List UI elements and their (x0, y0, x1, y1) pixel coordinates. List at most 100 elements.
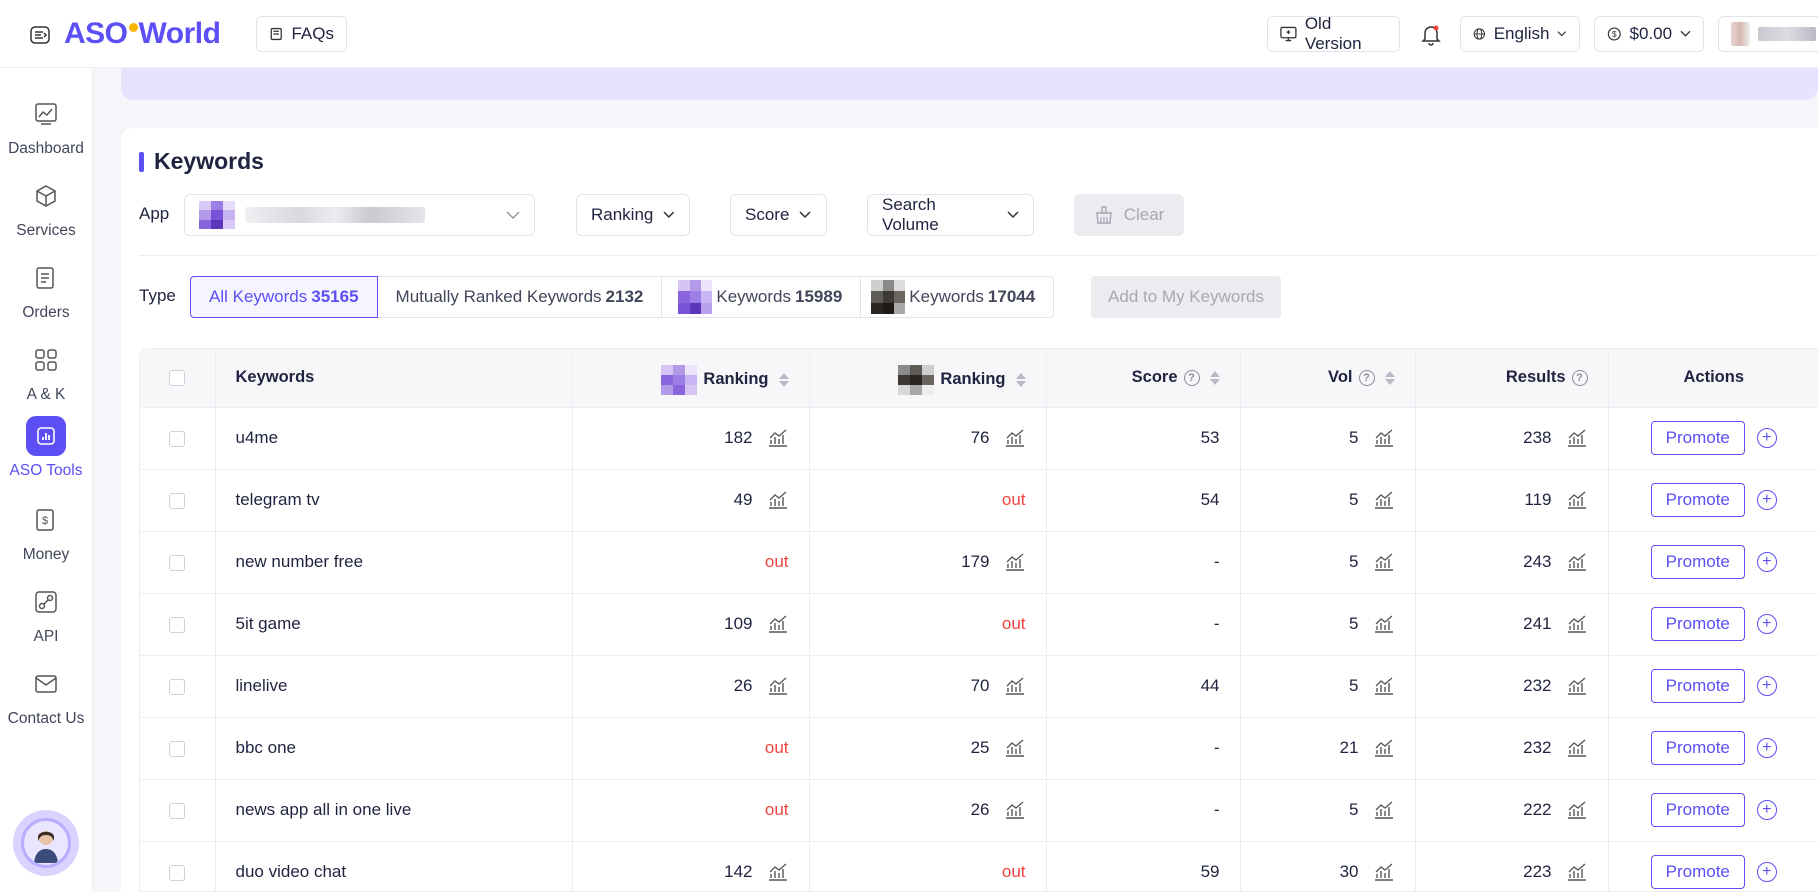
row-checkbox[interactable] (169, 430, 186, 447)
score-filter-select[interactable]: Score (730, 194, 827, 236)
table-body: u4me 182 76 53 5 238 Promote + telegram tv 49 out 5… (140, 407, 1818, 891)
score-value: - (1213, 552, 1220, 571)
promote-button[interactable]: Promote (1650, 545, 1745, 579)
trend-chart-icon[interactable] (1566, 800, 1588, 820)
trend-chart-icon[interactable] (1566, 490, 1588, 510)
sidebar-item-api[interactable]: API (0, 582, 92, 656)
header-score[interactable]: Score ? (1046, 349, 1241, 408)
sidebar-item-dashboard[interactable]: Dashboard (0, 94, 92, 168)
score-cell: - (1046, 593, 1241, 656)
trend-chart-icon[interactable] (1373, 614, 1395, 634)
faqs-button[interactable]: FAQs (256, 16, 347, 52)
row-checkbox[interactable] (169, 678, 186, 695)
sort-icon[interactable] (1015, 372, 1026, 387)
trend-chart-icon[interactable] (1373, 738, 1395, 758)
add-plus-icon[interactable]: + (1756, 738, 1777, 758)
search-volume-filter-select[interactable]: Search Volume (867, 194, 1034, 236)
trend-chart-icon[interactable] (1004, 800, 1026, 820)
promote-button[interactable]: Promote (1650, 793, 1745, 827)
tab-all-keywords[interactable]: All Keywords 35165 (190, 276, 378, 318)
add-plus-icon[interactable]: + (1756, 490, 1777, 510)
sidebar-item-orders[interactable]: Orders (0, 258, 92, 332)
promote-button[interactable]: Promote (1650, 855, 1745, 889)
page-title-text: Keywords (154, 148, 264, 174)
keyword-text: bbc one (235, 738, 297, 757)
sidebar-item-a-and-k[interactable]: A & K (0, 340, 92, 414)
trend-chart-icon[interactable] (1566, 738, 1588, 758)
trend-chart-icon[interactable] (1373, 676, 1395, 696)
profile-menu[interactable] (1718, 16, 1818, 52)
ranking-filter-select[interactable]: Ranking (576, 194, 690, 236)
trend-chart-icon[interactable] (1373, 862, 1395, 882)
add-plus-icon[interactable]: + (1756, 800, 1777, 820)
trend-chart-icon[interactable] (1566, 614, 1588, 634)
promote-button[interactable]: Promote (1650, 607, 1745, 641)
trend-chart-icon[interactable] (1004, 552, 1026, 572)
trend-chart-icon[interactable] (1373, 490, 1395, 510)
trend-chart-icon[interactable] (1004, 428, 1026, 448)
sort-icon[interactable] (1384, 370, 1395, 385)
tab-app1-keywords[interactable]: Keywords 15989 (662, 276, 862, 318)
trend-chart-icon[interactable] (1004, 738, 1026, 758)
sort-icon[interactable] (1209, 370, 1220, 385)
row-checkbox[interactable] (169, 554, 186, 571)
sidebar-item-services[interactable]: Services (0, 176, 92, 250)
trend-chart-icon[interactable] (767, 614, 789, 634)
trend-chart-icon[interactable] (767, 490, 789, 510)
trend-chart-icon[interactable] (1566, 552, 1588, 572)
app2-icon (898, 364, 935, 395)
tab-mutually-ranked[interactable]: Mutually Ranked Keywords 2132 (377, 276, 663, 318)
aso-world-logo[interactable]: ASO World (64, 12, 221, 56)
tab-app2-keywords[interactable]: Keywords 17044 (861, 276, 1055, 318)
trend-chart-icon[interactable] (767, 676, 789, 696)
help-icon[interactable]: ? (1358, 369, 1375, 386)
clear-button[interactable]: Clear (1074, 194, 1184, 236)
trend-chart-icon[interactable] (1373, 552, 1395, 572)
old-version-button[interactable]: Old Version (1267, 14, 1400, 53)
vol-cell: 5 (1240, 655, 1416, 718)
header-vol[interactable]: Vol ? (1240, 349, 1416, 408)
row-checkbox[interactable] (169, 616, 186, 633)
sort-icon[interactable] (778, 372, 789, 387)
row-checkbox[interactable] (169, 492, 186, 509)
help-icon[interactable]: ? (1571, 369, 1588, 386)
trend-chart-icon[interactable] (1566, 862, 1588, 882)
balance-select[interactable]: $ $0.00 (1594, 16, 1704, 52)
trend-chart-icon[interactable] (1004, 676, 1026, 696)
promote-button[interactable]: Promote (1650, 669, 1745, 703)
add-plus-icon[interactable]: + (1756, 614, 1777, 634)
trend-chart-icon[interactable] (1373, 428, 1395, 448)
header-ranking-app2[interactable]: Ranking (809, 349, 1047, 408)
support-agent-avatar[interactable] (13, 810, 79, 876)
sidebar-item-contact-us[interactable]: Contact Us (0, 664, 92, 738)
keyword-cell: bbc one (215, 717, 573, 780)
menu-toggle-icon[interactable] (24, 22, 56, 48)
add-plus-icon[interactable]: + (1756, 676, 1777, 696)
trend-chart-icon[interactable] (767, 428, 789, 448)
row-checkbox[interactable] (169, 864, 186, 881)
trend-chart-icon[interactable] (1373, 800, 1395, 820)
trend-chart-icon[interactable] (767, 862, 789, 882)
promote-button[interactable]: Promote (1650, 483, 1745, 517)
language-select[interactable]: English (1460, 16, 1580, 52)
sidebar-item-money[interactable]: $ Money (0, 500, 92, 574)
add-plus-icon[interactable]: + (1756, 862, 1777, 882)
promote-button[interactable]: Promote (1650, 421, 1745, 455)
app-select[interactable] (184, 194, 535, 236)
ranking-app1-value: out (764, 738, 789, 757)
promote-button[interactable]: Promote (1650, 731, 1745, 765)
add-to-my-keywords-button[interactable]: Add to My Keywords (1091, 276, 1281, 318)
help-icon[interactable]: ? (1183, 369, 1200, 386)
header-ranking-app1[interactable]: Ranking (572, 349, 810, 408)
dollar-circle-icon: $ (1607, 27, 1621, 41)
bell-icon[interactable] (1416, 20, 1446, 50)
trend-chart-icon[interactable] (1566, 428, 1588, 448)
add-plus-icon[interactable]: + (1756, 552, 1777, 572)
add-plus-icon[interactable]: + (1756, 428, 1777, 448)
trend-chart-icon[interactable] (1566, 676, 1588, 696)
results-value: 232 (1523, 738, 1552, 757)
select-all-checkbox[interactable] (169, 369, 186, 386)
row-checkbox[interactable] (169, 802, 186, 819)
row-checkbox[interactable] (169, 740, 186, 757)
sidebar-item-aso-tools[interactable]: ASO Tools (0, 416, 92, 490)
